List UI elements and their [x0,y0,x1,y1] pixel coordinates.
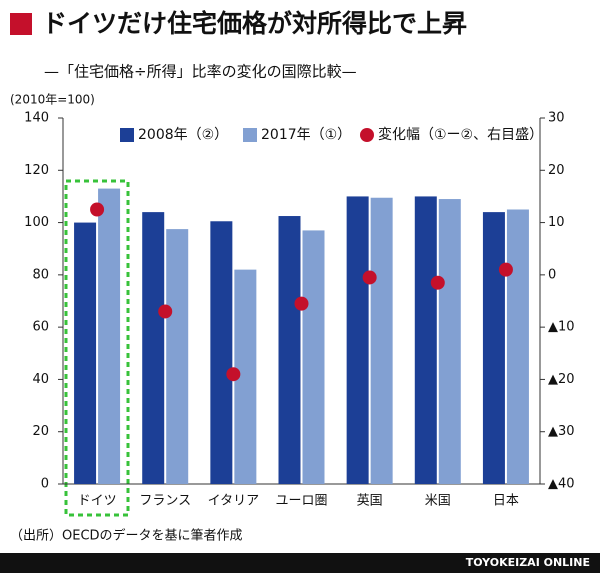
y-tick-label: 20 [32,424,49,439]
y-tick-label: 140 [24,111,49,126]
x-tick-label: イタリア [208,494,259,509]
legend-marker [243,128,257,142]
change-dot [158,304,173,319]
legend-label: 2017年（①） [261,127,351,143]
legend-label: 2008年（②） [138,127,228,143]
x-tick-label: ドイツ [78,494,117,509]
x-tick-label: 日本 [493,494,519,509]
y2-tick-label: 0 [548,267,556,282]
title-marker [10,13,32,35]
y2-tick-label: 10 [548,215,565,230]
legend-label: 変化幅（①ー②、右目盛） [378,126,543,143]
bar [346,196,369,484]
bar [482,212,505,484]
legend-marker [360,128,374,142]
bar [302,230,325,484]
x-tick-label: 米国 [425,494,451,509]
y2-tick-label: ▲20 [548,372,575,387]
y-axis-label: (2010年=100) [10,93,95,107]
y-tick-label: 80 [32,267,49,282]
bar [278,216,301,485]
bar [414,196,437,484]
bar [74,222,97,485]
change-dot [90,202,105,217]
y-tick-label: 100 [24,215,49,230]
bar [234,269,257,484]
credit: TOYOKEIZAI ONLINE [466,556,590,569]
change-dot [498,262,513,277]
chart-title: ドイツだけ住宅価格が対所得比で上昇 [42,9,467,38]
change-dot [430,275,445,290]
y2-tick-label: ▲30 [548,424,575,439]
change-dot [362,270,377,285]
highlight-box [64,179,130,517]
y2-tick-label: 20 [548,163,565,178]
bar [506,209,529,484]
y2-tick-label: ▲40 [548,477,575,492]
chart-subtitle: —「住宅価格÷所得」比率の変化の国際比較— [44,63,357,81]
bar [438,199,461,485]
x-tick-label: フランス [139,494,191,509]
y-tick-label: 40 [32,372,49,387]
x-tick-label: ユーロ圏 [275,494,327,509]
source: （出所）OECDのデータを基に筆者作成 [10,528,243,544]
y2-tick-label: ▲10 [548,320,575,335]
bar [370,197,393,484]
change-dot [226,367,241,382]
y-tick-label: 0 [41,477,49,492]
change-dot [294,296,309,311]
bar [142,212,165,484]
bar [98,188,121,485]
x-tick-label: 英国 [357,494,383,509]
y2-tick-label: 30 [548,111,565,126]
legend-marker [120,128,134,142]
footer-bar [0,553,600,573]
bar [210,221,233,484]
bar [166,229,189,484]
y-tick-label: 60 [32,320,49,335]
y-tick-label: 120 [24,163,49,178]
